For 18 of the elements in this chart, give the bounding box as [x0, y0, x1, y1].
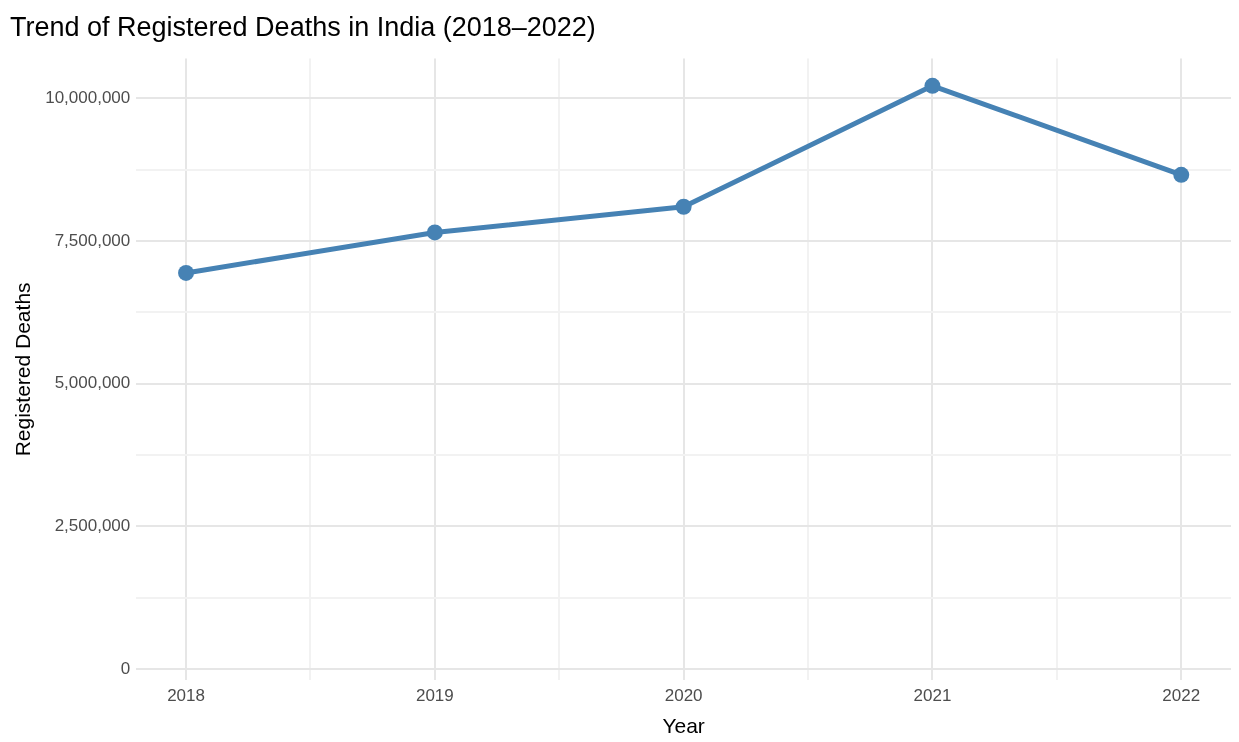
x-axis-title: Year — [662, 714, 705, 738]
y-tick-label: 2,500,000 — [54, 516, 131, 536]
x-tick-label: 2019 — [415, 686, 454, 706]
y-axis-title: Registered Deaths — [11, 282, 35, 457]
x-tick-label: 2022 — [1162, 686, 1201, 706]
y-tick-label: 5,000,000 — [54, 373, 131, 393]
x-tick-label: 2020 — [664, 686, 703, 706]
point — [924, 77, 941, 94]
x-tick-label: 2021 — [913, 686, 952, 706]
chart-title: Trend of Registered Deaths in India (2018–2022) — [10, 11, 596, 42]
point — [675, 198, 692, 215]
y-tick-label: 7,500,000 — [54, 230, 131, 250]
point — [178, 264, 195, 281]
point — [1173, 166, 1190, 183]
x-tick-label: 2018 — [167, 686, 205, 706]
y-tick-label: 10,000,000 — [45, 88, 131, 108]
y-tick-label: 0 — [120, 658, 131, 678]
point — [426, 224, 443, 241]
